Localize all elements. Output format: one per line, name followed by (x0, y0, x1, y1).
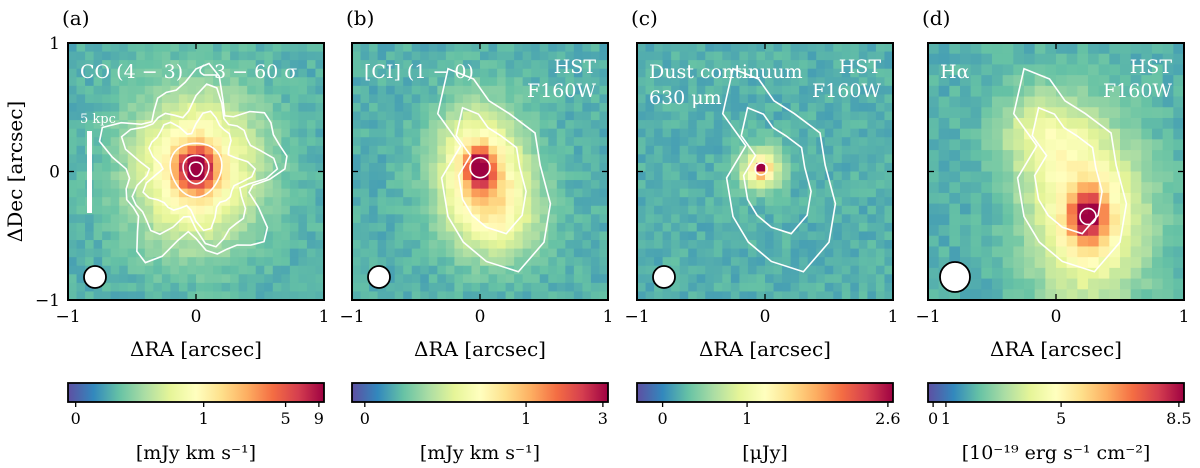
panel-letter: (b) (346, 6, 374, 30)
panel-label: Hα (940, 61, 970, 83)
x-axis-label: ΔRA [arcsec] (990, 337, 1122, 361)
ytick-label: 1 (49, 34, 60, 54)
xtick-label: 0 (475, 307, 486, 327)
xtick-label: 0 (760, 307, 771, 327)
x-axis-label: ΔRA [arcsec] (699, 337, 831, 361)
panel-letter: (a) (62, 6, 90, 30)
y-axis-label: ΔDec [arcsec] (3, 101, 27, 242)
colorbar-gradient (927, 382, 1185, 403)
colorbar-tick-label: 0 (928, 409, 938, 428)
ytick-label: 0 (49, 163, 60, 183)
contours (1012, 67, 1128, 273)
contour-symbol (199, 64, 218, 76)
hst-label: HST (1130, 56, 1173, 78)
panel-letter: (d) (922, 6, 950, 30)
scalebar-label: 5 kpc (80, 112, 116, 127)
beam-ellipse (367, 265, 391, 289)
ytick-label: −1 (35, 291, 60, 311)
tick-marks (67, 42, 325, 301)
colorbar-tick-label: 8.5 (1166, 409, 1191, 428)
colorbar-label: [mJy km s⁻¹] (136, 442, 256, 464)
tick-marks (927, 42, 1185, 301)
beam-ellipse (652, 265, 676, 289)
xtick-label: −1 (624, 307, 649, 327)
contours (98, 62, 288, 264)
map-image (928, 43, 1184, 300)
contours (436, 67, 552, 273)
scalebar (87, 131, 92, 213)
colorbar-label: [mJy km s⁻¹] (420, 442, 540, 464)
colorbar-label: [10⁻¹⁹ erg s⁻¹ cm⁻²] (962, 442, 1151, 464)
panel-label: 3 − 60 σ (214, 61, 297, 83)
colorbar-label: [μJy] (742, 442, 788, 464)
x-axis-label: ΔRA [arcsec] (130, 337, 262, 361)
xtick-label: 0 (191, 307, 202, 327)
colorbar-tick-label: 1 (521, 409, 531, 428)
colorbar-tick-label: 0 (360, 409, 370, 428)
colorbar-tick-label: 5 (1056, 409, 1066, 428)
beam-ellipse (939, 261, 971, 293)
hst-label: HST (554, 56, 597, 78)
colorbar-gradient (351, 382, 609, 403)
colorbar-tick-label: 5 (281, 409, 291, 428)
colorbar-tick-label: 1 (941, 409, 951, 428)
hst-label: F160W (527, 80, 596, 102)
colorbar-tick-label: 9 (314, 409, 324, 428)
xtick-label: −1 (55, 307, 80, 327)
hst-label: F160W (1103, 80, 1172, 102)
contours (721, 67, 837, 273)
tick-marks (636, 42, 894, 301)
panel-label: CO (4 − 3) (80, 61, 183, 83)
x-axis-label: ΔRA [arcsec] (414, 337, 546, 361)
xtick-label: 1 (319, 307, 330, 327)
xtick-label: 1 (1179, 307, 1190, 327)
map-image (352, 43, 608, 300)
panel-label: [CI] (1 − 0) (364, 61, 474, 83)
colorbar: 0 1 3 [mJy km s⁻¹] (351, 382, 609, 464)
colorbar: 0 1 2.6 [μJy] (636, 382, 901, 464)
colorbar-tick-label: 1 (742, 409, 752, 428)
hst-label: F160W (812, 80, 881, 102)
panel-letter: (c) (631, 6, 658, 30)
colorbar-gradient (636, 382, 894, 403)
colorbar-tick-label: 0 (658, 409, 668, 428)
panel-a: (a) CO (4 − 3) 3 − 60 σ 5 kpc −1 0 1 ΔRA [arcse… (3, 6, 329, 464)
colorbar: 0 1 5 8.5 [10⁻¹⁹ erg s⁻¹ cm⁻²] (927, 382, 1192, 464)
colorbar-tick-label: 0 (71, 409, 81, 428)
xtick-label: 1 (888, 307, 899, 327)
colorbar-tick-label: 2.6 (875, 409, 900, 428)
xtick-label: −1 (915, 307, 940, 327)
tick-marks (351, 42, 609, 301)
xtick-label: 0 (1051, 307, 1062, 327)
colorbar: 0 1 5 9 [mJy km s⁻¹] (67, 382, 325, 464)
panel-label: 630 μm (649, 87, 722, 109)
colorbar-gradient (67, 382, 325, 403)
colorbar-tick-label: 3 (598, 409, 608, 428)
xtick-label: 1 (603, 307, 614, 327)
hst-label: HST (839, 56, 882, 78)
colorbar-tick-label: 1 (199, 409, 209, 428)
xtick-label: −1 (339, 307, 364, 327)
beam-ellipse (83, 265, 107, 289)
panel-label: Dust continuum (649, 61, 803, 83)
